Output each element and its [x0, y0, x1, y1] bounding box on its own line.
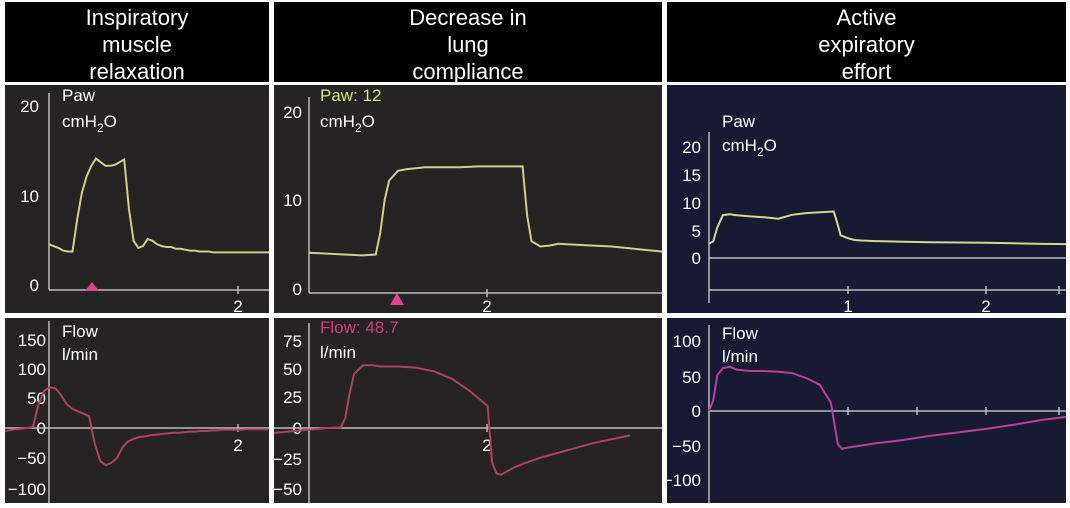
flow-y-tick: −50	[274, 480, 302, 499]
header-line: relaxation	[89, 59, 185, 84]
paw-y-tick: 20	[283, 103, 302, 122]
paw-unit: cmH2O	[722, 136, 777, 159]
header-active-expiratory: Active expiratory effort	[667, 2, 1066, 84]
flow-y-tick: 25	[283, 388, 302, 407]
panel-divider	[274, 313, 662, 318]
paw-x-tick-label: 2	[981, 297, 990, 316]
header-line: Active	[836, 5, 897, 30]
pink-triangle-icon	[85, 282, 99, 291]
paw-y-tick: 0	[30, 276, 39, 295]
flow-unit: l/min	[722, 347, 758, 366]
paw-y-tick: 20	[682, 138, 701, 157]
paw-y-tick: 5	[692, 222, 701, 241]
paw-unit: cmH2O	[320, 112, 375, 135]
paw-y-tick: 10	[283, 191, 302, 210]
flow-y-tick: 150	[18, 331, 46, 350]
header-line: Decrease in	[409, 5, 527, 30]
panel-3-plots: Paw cmH2O 20 15 10 5 0 1 2 Flow l/min 10…	[667, 112, 1066, 503]
panel-1-plots: Paw cmH2O 20 10 0 2 Flow l/min 150 100 5…	[5, 86, 269, 503]
flow-y-tick: 100	[18, 360, 46, 379]
flow-x-tick-label: 2	[233, 436, 242, 455]
paw-y-tick: 0	[692, 249, 701, 268]
flow-y-tick: −100	[667, 471, 701, 490]
flow-trace	[5, 386, 269, 467]
flow-y-tick: 50	[27, 389, 46, 408]
paw-y-tick: 0	[293, 280, 302, 299]
paw-label: Paw	[62, 86, 96, 105]
panel-2-plots: Paw: 12 cmH2O 20 10 0 2 Flow: 48.7 l/min…	[274, 86, 662, 503]
paw-trace	[48, 157, 269, 254]
flow-label: Flow	[722, 324, 759, 343]
flow-readout-label: Flow: 48.7	[320, 318, 398, 337]
flow-unit: l/min	[62, 345, 98, 364]
paw-x-tick-label: 1	[843, 297, 852, 316]
header-inspiratory-relaxation: Inspiratory muscle relaxation	[5, 2, 269, 84]
paw-y-tick: 20	[20, 97, 39, 116]
paw-x-tick-label: 2	[233, 297, 242, 316]
paw-y-tick: 10	[682, 194, 701, 213]
paw-readout-label: Paw: 12	[320, 86, 381, 105]
flow-trace	[274, 364, 631, 476]
flow-y-tick: 100	[673, 332, 701, 351]
paw-unit: cmH2O	[62, 112, 117, 135]
header-decrease-compliance: Decrease in lung compliance	[274, 2, 662, 84]
flow-y-tick: −100	[8, 480, 46, 499]
paw-y-tick: 15	[682, 166, 701, 185]
panel-active-expiratory: Paw cmH2O 20 15 10 5 0 1 2 Flow l/min 10…	[667, 85, 1066, 503]
header-line: expiratory	[818, 32, 915, 57]
flow-y-tick: −50	[672, 437, 701, 456]
flow-x-tick-label: 2	[482, 436, 491, 455]
paw-x-tick-label: 2	[482, 297, 491, 316]
paw-trace	[708, 210, 1066, 246]
panel-inspiratory-relaxation: Paw cmH2O 20 10 0 2 Flow l/min 150 100 5…	[5, 85, 269, 503]
flow-unit: l/min	[320, 343, 356, 362]
header-line: compliance	[412, 59, 524, 84]
panel-divider	[5, 313, 269, 318]
header-line: effort	[841, 59, 892, 84]
panel-decrease-compliance: Paw: 12 cmH2O 20 10 0 2 Flow: 48.7 l/min…	[274, 85, 662, 503]
panel-divider	[667, 313, 1066, 318]
header-line: muscle	[102, 32, 172, 57]
flow-y-tick: 0	[692, 402, 701, 421]
flow-y-tick: −50	[17, 449, 46, 468]
flow-y-tick: −25	[274, 450, 302, 469]
flow-trace	[708, 365, 1066, 451]
header-line: Inspiratory	[85, 5, 189, 30]
flow-y-tick: 50	[682, 368, 701, 387]
flow-y-tick: 50	[283, 360, 302, 379]
pink-triangle-icon	[390, 293, 404, 305]
flow-label: Flow	[62, 322, 99, 341]
header-line: lung	[447, 32, 489, 57]
paw-label: Paw	[722, 112, 756, 131]
paw-y-tick: 10	[20, 187, 39, 206]
flow-y-tick: 75	[283, 332, 302, 351]
paw-trace	[308, 165, 662, 257]
